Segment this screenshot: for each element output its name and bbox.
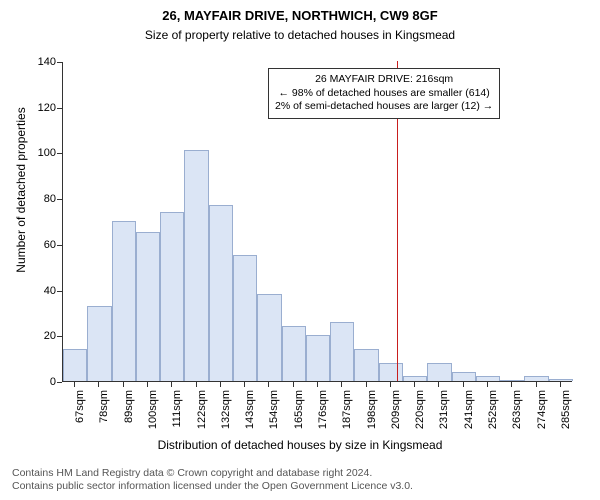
x-axis-label: Distribution of detached houses by size … [0,438,600,452]
x-tick-mark [244,382,245,387]
x-tick-mark [414,382,415,387]
histogram-bar [354,349,378,381]
y-tick-label: 20 [0,330,56,342]
x-tick-mark [98,382,99,387]
footer-line-1: Contains HM Land Registry data © Crown c… [12,467,413,481]
y-tick-label: 80 [0,193,56,205]
x-tick-mark [196,382,197,387]
x-tick-label: 285sqm [560,390,572,429]
annotation-line-3: 2% of semi-detached houses are larger (1… [275,100,493,114]
x-tick-label: 187sqm [341,390,353,429]
x-tick-label: 241sqm [463,390,475,429]
histogram-bar [87,306,111,381]
histogram-bar [136,232,160,381]
x-tick-mark [268,382,269,387]
x-tick-mark [123,382,124,387]
histogram-bar [452,372,476,381]
x-tick-label: 198sqm [366,390,378,429]
x-tick-mark [366,382,367,387]
histogram-bar [500,380,524,381]
x-tick-mark [341,382,342,387]
histogram-bar [209,205,233,381]
x-tick-mark [220,382,221,387]
x-tick-label: 111sqm [171,390,183,428]
histogram-bar [476,376,500,381]
x-tick-mark [463,382,464,387]
histogram-bar [524,376,548,381]
footer-attribution: Contains HM Land Registry data © Crown c… [12,467,413,494]
histogram-bar [233,255,257,381]
x-tick-label: 252sqm [487,390,499,429]
x-tick-label: 176sqm [317,390,329,429]
x-tick-label: 122sqm [196,390,208,429]
chart-title: 26, MAYFAIR DRIVE, NORTHWICH, CW9 8GF [0,8,600,23]
x-tick-label: 154sqm [268,390,280,429]
x-tick-mark [511,382,512,387]
x-tick-mark [317,382,318,387]
histogram-bar [549,379,573,381]
x-tick-label: 274sqm [536,390,548,429]
x-tick-label: 220sqm [414,390,426,429]
x-tick-mark [390,382,391,387]
x-tick-mark [560,382,561,387]
chart-subtitle: Size of property relative to detached ho… [0,28,600,42]
x-tick-label: 78sqm [98,390,110,423]
y-tick-label: 120 [0,102,56,114]
annotation-line-1: 26 MAYFAIR DRIVE: 216sqm [275,73,493,87]
x-tick-label: 89sqm [123,390,135,423]
y-tick-label: 140 [0,56,56,68]
histogram-bar [184,150,208,381]
x-tick-label: 67sqm [74,390,86,423]
histogram-bar [403,376,427,381]
y-tick-label: 40 [0,285,56,297]
y-tick-label: 100 [0,147,56,159]
chart-container: 26, MAYFAIR DRIVE, NORTHWICH, CW9 8GF Si… [0,0,600,500]
y-tick-label: 0 [0,376,56,388]
x-tick-mark [74,382,75,387]
x-tick-label: 231sqm [438,390,450,429]
x-tick-label: 165sqm [293,390,305,429]
histogram-bar [330,322,354,381]
histogram-bar [112,221,136,381]
x-tick-mark [147,382,148,387]
annotation-line-2: ← 98% of detached houses are smaller (61… [275,87,493,101]
histogram-bar [257,294,281,381]
y-tick-mark [57,382,62,383]
y-tick-label: 60 [0,239,56,251]
x-tick-mark [487,382,488,387]
x-tick-label: 209sqm [390,390,402,429]
annotation-box: 26 MAYFAIR DRIVE: 216sqm ← 98% of detach… [268,68,500,119]
histogram-bar [160,212,184,381]
histogram-bar [427,363,451,381]
x-tick-mark [171,382,172,387]
x-tick-label: 100sqm [147,390,159,429]
histogram-bar [63,349,87,381]
histogram-bar [282,326,306,381]
footer-line-2: Contains public sector information licen… [12,480,413,494]
x-tick-mark [438,382,439,387]
x-tick-mark [536,382,537,387]
histogram-bar [306,335,330,381]
histogram-bar [379,363,403,381]
x-tick-label: 132sqm [220,390,232,429]
x-tick-label: 263sqm [511,390,523,429]
x-tick-mark [293,382,294,387]
x-tick-label: 143sqm [244,390,256,429]
